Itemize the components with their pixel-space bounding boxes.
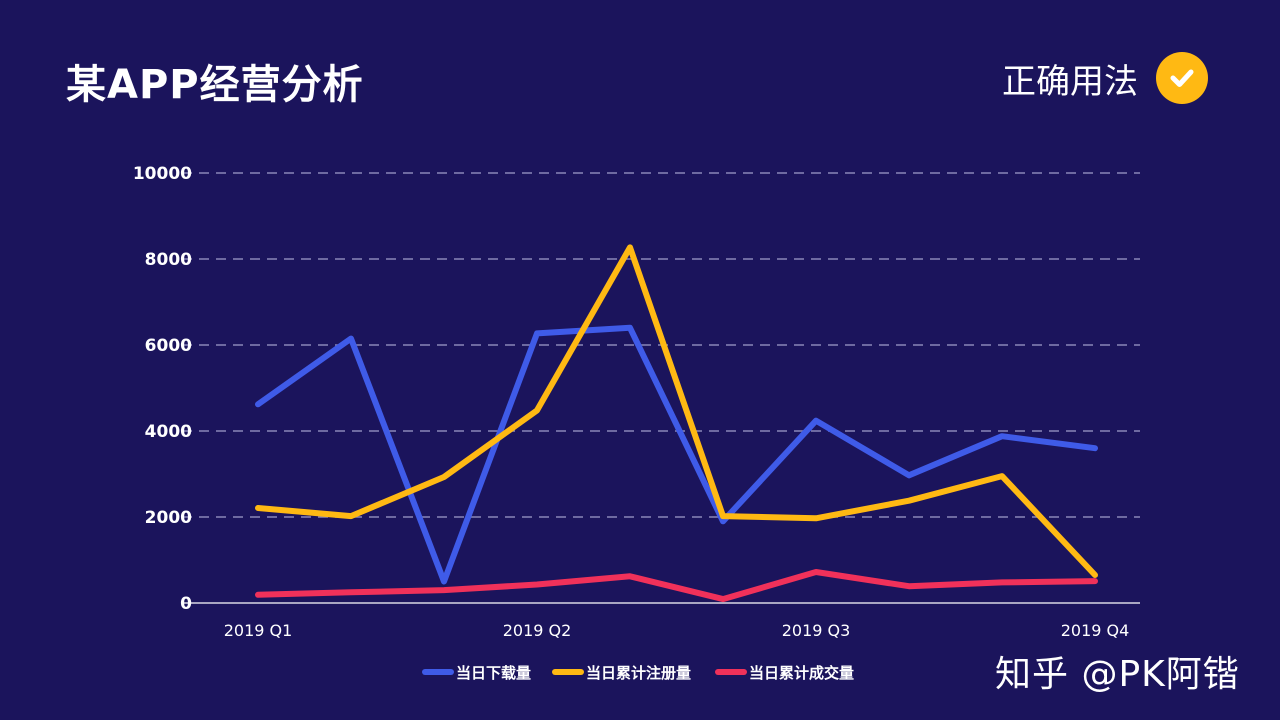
legend-label: 当日累计成交量 <box>749 664 854 682</box>
series-line-1 <box>255 324 1098 585</box>
y-tick-label: 8000 <box>145 250 192 270</box>
x-tick-labels: 2019 Q1 2019 Q2 2019 Q3 2019 Q4 <box>224 621 1130 640</box>
x-tick-label: 2019 Q4 <box>1061 621 1130 640</box>
series-line-2 <box>255 244 1098 578</box>
x-tick-label: 2019 Q1 <box>224 621 293 640</box>
x-tick-label: 2019 Q2 <box>503 621 572 640</box>
series-lines <box>255 244 1098 603</box>
check-icon <box>1156 52 1208 104</box>
legend: 当日下载量 当日累计注册量 当日累计成交量 <box>422 664 854 682</box>
watermark-text: 知乎 @PK阿锴 <box>995 654 1240 695</box>
y-tick-label: 2000 <box>145 508 192 528</box>
series-line-3 <box>255 569 1098 603</box>
y-tick-label: 6000 <box>145 336 192 356</box>
y-tick-label: 0 <box>180 594 192 614</box>
correct-usage-badge: 正确用法 <box>1002 52 1208 104</box>
y-tick-labels: 0 2000 4000 6000 8000 10000 <box>133 164 192 614</box>
legend-label: 当日累计注册量 <box>586 664 691 682</box>
y-tick-label: 10000 <box>133 164 192 184</box>
y-tick-label: 4000 <box>145 422 192 442</box>
badge-label: 正确用法 <box>1002 61 1138 102</box>
x-tick-label: 2019 Q3 <box>782 621 851 640</box>
legend-label: 当日下载量 <box>456 664 531 682</box>
page-title: 某APP经营分析 <box>66 62 364 108</box>
